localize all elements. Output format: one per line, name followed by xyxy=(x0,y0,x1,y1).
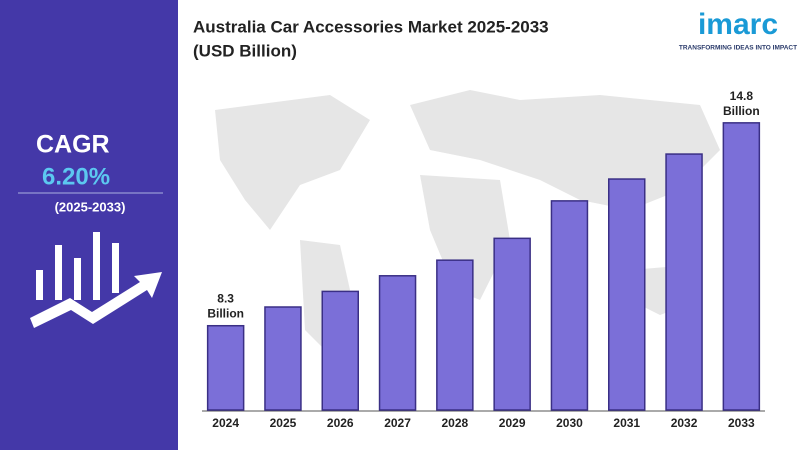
bar xyxy=(722,122,761,411)
logo: imarc xyxy=(698,8,778,41)
bar xyxy=(665,153,703,411)
x-tick-label: 2031 xyxy=(613,416,640,430)
x-tick-label: 2025 xyxy=(270,416,297,430)
bar xyxy=(206,324,245,411)
x-tick-label: 2033 xyxy=(728,416,755,430)
x-tick-label: 2026 xyxy=(327,416,354,430)
x-tick-label: 2024 xyxy=(212,416,239,430)
bar xyxy=(608,178,646,411)
bar xyxy=(264,306,302,411)
x-tick-label: 2027 xyxy=(384,416,411,430)
bar xyxy=(321,290,359,411)
value-label: 8.3 Billion xyxy=(207,292,244,321)
chart-title: Australia Car Accessories Market 2025-20… xyxy=(193,17,549,36)
logo-tagline: TRANSFORMING IDEAS INTO IMPACT xyxy=(679,45,797,52)
cagr-label: CAGR xyxy=(36,131,110,159)
x-tick-label: 2028 xyxy=(441,416,468,430)
x-tick-label: 2030 xyxy=(556,416,583,430)
bar xyxy=(493,237,531,411)
bar xyxy=(550,200,589,411)
bar xyxy=(436,259,474,411)
growth-icon xyxy=(30,232,162,328)
cagr-value: 6.20% xyxy=(42,163,110,190)
chart-subtitle: (USD Billion) xyxy=(193,41,297,60)
bar xyxy=(378,275,417,411)
cagr-period: (2025-2033) xyxy=(55,199,126,214)
x-tick-label: 2032 xyxy=(671,416,698,430)
value-label: 14.8 Billion xyxy=(723,89,760,118)
x-tick-label: 2029 xyxy=(499,416,526,430)
side-panel xyxy=(0,0,178,450)
